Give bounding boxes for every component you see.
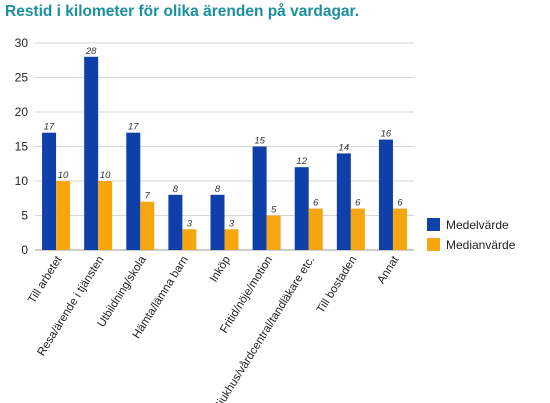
bar-medel [210, 194, 225, 250]
legend: Medelvärde Medianvärde [427, 218, 516, 252]
y-axis: 0 5 10 15 20 25 30 [15, 36, 29, 257]
y-tick-label: 10 [15, 174, 29, 188]
data-label: 16 [381, 129, 392, 140]
bar-medel [126, 132, 141, 250]
bar-medel [252, 146, 267, 250]
legend-label: Medianvärde [446, 238, 516, 252]
bars: 17 10 28 10 17 7 8 3 8 3 15 5 12 6 14 6 16 6 [42, 46, 407, 250]
data-label: 10 [58, 170, 69, 181]
bar-medel [168, 194, 183, 250]
data-label: 28 [85, 46, 97, 57]
x-tick-label: Till bostaden [315, 254, 360, 315]
data-label: 3 [229, 218, 235, 229]
data-label: 10 [100, 170, 111, 181]
bar-median [308, 208, 323, 250]
data-label: 6 [397, 198, 403, 209]
data-label: 8 [173, 184, 179, 195]
x-tick-label: Annat [375, 254, 402, 287]
bar-median [266, 215, 281, 250]
y-tick-label: 25 [15, 71, 29, 85]
bar-median [392, 208, 407, 250]
bar-medel [84, 56, 99, 250]
data-label: 3 [187, 218, 193, 229]
data-label: 7 [145, 191, 151, 202]
y-tick-label: 20 [15, 105, 29, 119]
bar-median [140, 201, 155, 250]
data-label: 12 [296, 156, 307, 167]
data-label: 6 [313, 198, 319, 209]
legend-label: Medelvärde [446, 218, 509, 232]
bar-medel [42, 132, 57, 250]
legend-swatch [427, 218, 440, 231]
bar-median [98, 181, 113, 250]
legend-swatch [427, 238, 440, 251]
data-label: 8 [215, 184, 221, 195]
bar-median [56, 181, 71, 250]
data-label: 6 [355, 198, 361, 209]
data-label: 17 [128, 122, 139, 133]
bar-median [350, 208, 365, 250]
y-tick-label: 15 [15, 140, 29, 154]
data-label: 17 [44, 122, 55, 133]
data-label: 15 [254, 136, 265, 147]
y-tick-label: 30 [15, 36, 29, 50]
x-tick-label: Till arbetet [26, 254, 65, 306]
bar-medel [378, 139, 393, 250]
bar-medel [336, 153, 351, 250]
bar-median [224, 229, 239, 250]
bar-median [182, 229, 197, 250]
y-tick-label: 0 [21, 243, 28, 257]
y-tick-label: 5 [21, 209, 28, 223]
bar-medel [294, 167, 309, 250]
x-tick-label: Inköp [208, 254, 233, 284]
data-label: 5 [271, 205, 277, 216]
data-label: 14 [339, 142, 350, 153]
chart-title: Restid i kilometer för olika ärenden på … [5, 3, 360, 20]
